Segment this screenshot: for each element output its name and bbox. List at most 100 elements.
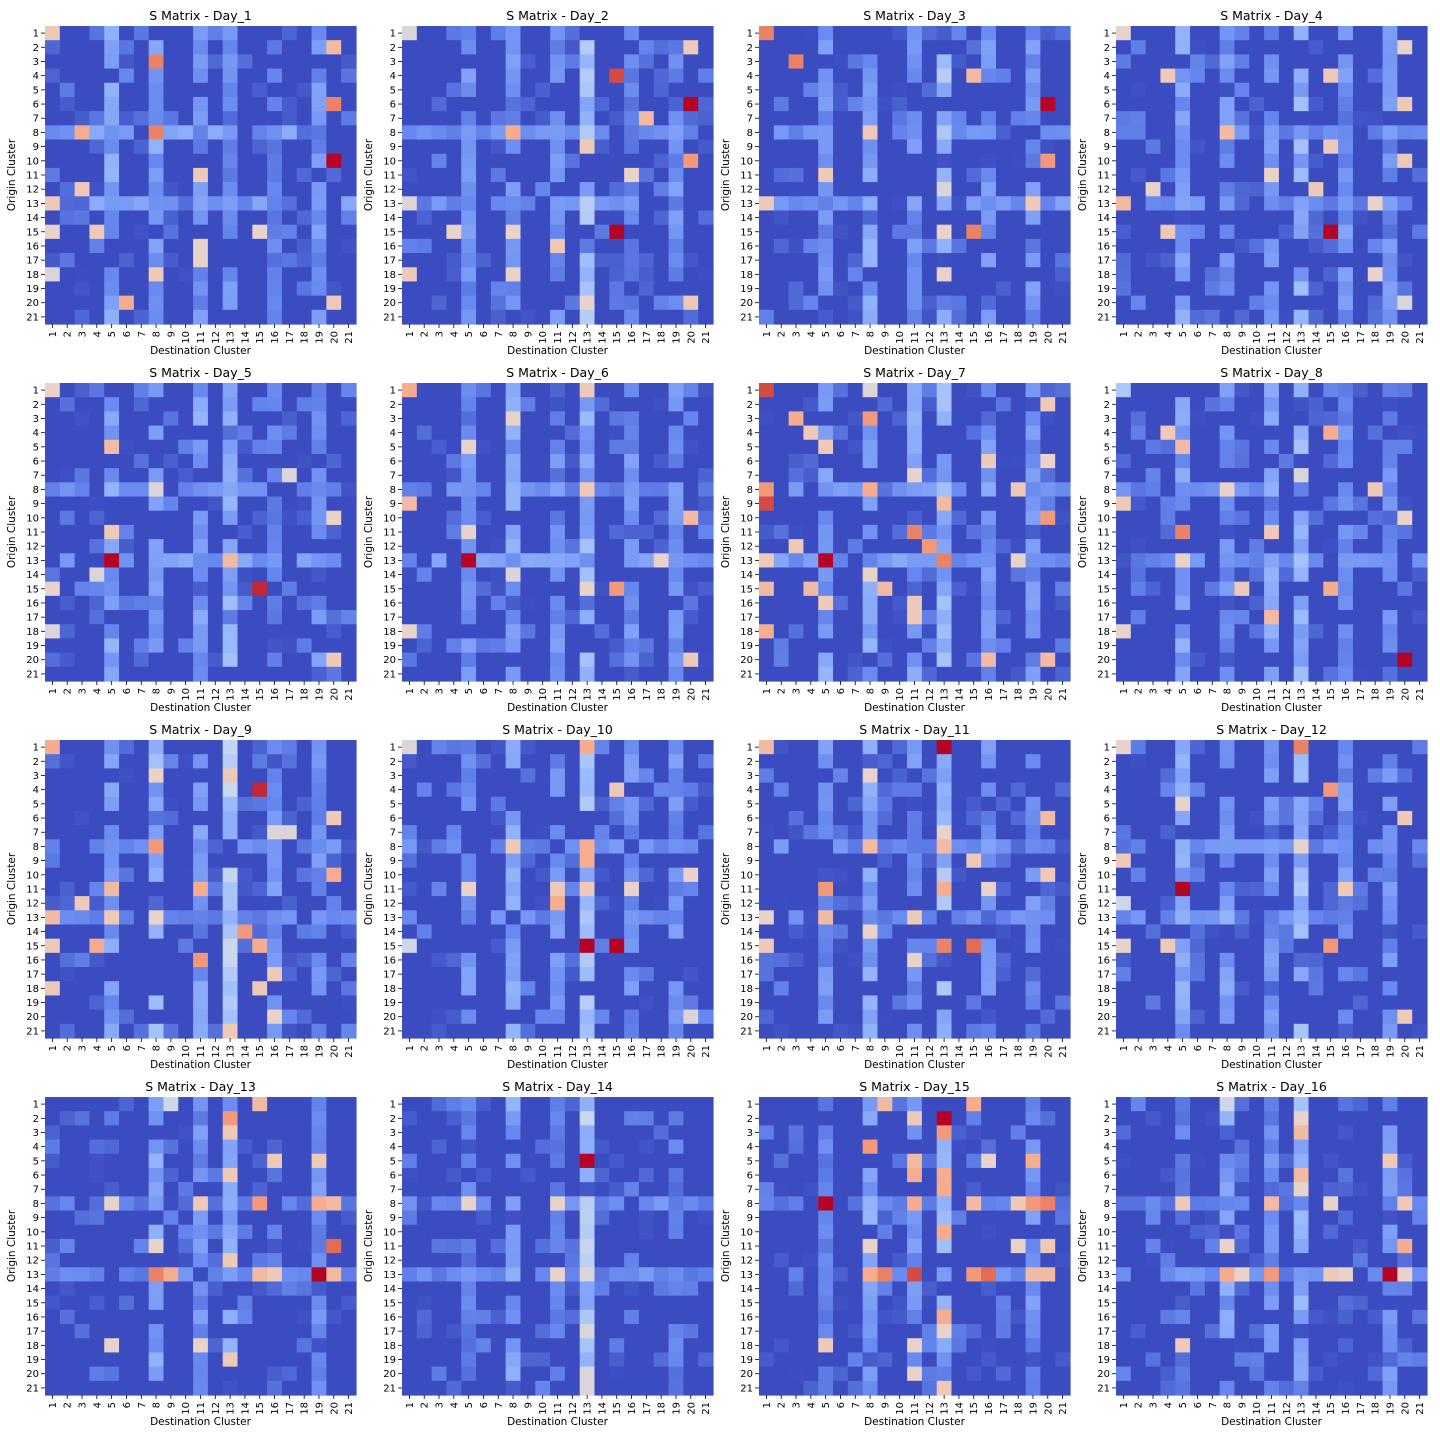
heatmap-cell <box>1249 383 1265 398</box>
heatmap-cell <box>1145 482 1162 498</box>
heatmap-cell <box>476 425 492 441</box>
heatmap-cell <box>431 139 448 155</box>
heatmap-cell <box>966 425 982 441</box>
heatmap-cell <box>505 295 522 311</box>
heatmap-cell <box>698 581 714 597</box>
heatmap-cell <box>1160 425 1176 441</box>
heatmap-cell <box>638 295 655 311</box>
heatmap-cell <box>341 182 357 197</box>
heatmap-cell <box>1249 595 1265 611</box>
x-tick-label: 14 <box>240 1045 251 1058</box>
heatmap-cell <box>1264 295 1280 311</box>
heatmap-cell <box>818 581 834 597</box>
heatmap-cell <box>416 167 433 183</box>
heatmap-cell <box>178 54 194 70</box>
heatmap-cell <box>668 768 684 784</box>
heatmap-cell <box>1116 638 1132 654</box>
heatmap-cell <box>237 825 253 840</box>
heatmap-cell <box>594 267 610 283</box>
heatmap-cell <box>535 867 551 883</box>
heatmap-cell <box>193 397 209 412</box>
heatmap-cell <box>1160 54 1176 70</box>
heatmap-panel: S Matrix - Day_3123456789101112131415161… <box>720 8 1071 357</box>
heatmap-cell <box>341 253 357 268</box>
heatmap-cell <box>326 153 342 169</box>
heatmap-cell <box>535 881 551 897</box>
heatmap-cell <box>1249 224 1265 240</box>
heatmap-cell <box>237 26 253 41</box>
heatmap-cell <box>104 524 120 540</box>
heatmap-cell <box>505 397 522 412</box>
heatmap-cell <box>222 652 239 668</box>
heatmap-cell <box>520 196 536 212</box>
heatmap-cell <box>1040 496 1056 512</box>
heatmap-cell <box>1264 139 1280 155</box>
heatmap-cell <box>862 125 879 141</box>
heatmap-cell <box>148 510 165 526</box>
heatmap-cell <box>341 967 357 982</box>
heatmap-cell <box>207 610 224 625</box>
heatmap-cell <box>535 40 551 55</box>
heatmap-cell <box>59 624 76 640</box>
heatmap-cell <box>668 510 684 526</box>
heatmap-cell <box>416 595 433 611</box>
heatmap-cell <box>207 539 224 554</box>
x-tick-label: 14 <box>1311 331 1322 344</box>
heatmap-cell <box>847 624 864 640</box>
heatmap-cell <box>995 125 1012 141</box>
heatmap-cell <box>683 496 699 512</box>
heatmap-cell <box>1190 167 1206 183</box>
heatmap-cell <box>402 224 418 240</box>
heatmap-cell <box>638 796 655 812</box>
heatmap-cell <box>638 524 655 540</box>
heatmap-cell <box>653 782 670 798</box>
heatmap-cell <box>550 881 566 897</box>
heatmap-cell <box>267 910 283 926</box>
heatmap-cell <box>148 196 165 212</box>
heatmap-cell <box>1234 652 1250 668</box>
y-tick-label: 4 <box>33 785 39 796</box>
y-tick-label: 20 <box>1097 298 1110 309</box>
heatmap-cell <box>104 510 120 526</box>
heatmap-cell <box>564 624 581 640</box>
heatmap-cell <box>1278 139 1295 155</box>
heatmap-cell <box>683 853 699 869</box>
heatmap-cell <box>1382 82 1398 98</box>
heatmap-cell <box>416 309 433 325</box>
heatmap-cell <box>252 224 268 240</box>
heatmap-cell <box>74 267 91 283</box>
heatmap-cell <box>1055 26 1071 41</box>
heatmap-cell <box>1204 111 1221 126</box>
heatmap-cell <box>803 439 819 455</box>
heatmap-cell <box>609 96 625 112</box>
heatmap-cell <box>683 224 699 240</box>
heatmap-cell <box>74 439 91 455</box>
heatmap-cell <box>311 553 327 569</box>
heatmap-cell <box>1338 26 1354 41</box>
heatmap-cell <box>446 267 462 283</box>
heatmap-cell <box>461 153 477 169</box>
heatmap-cell <box>1025 253 1041 268</box>
heatmap-cell <box>594 853 610 869</box>
heatmap-cell <box>461 439 477 455</box>
heatmap-cell <box>594 182 610 197</box>
heatmap-cell <box>104 839 120 855</box>
heatmap-cell <box>267 468 283 483</box>
heatmap-cell <box>74 125 91 141</box>
heatmap-cell <box>564 281 581 297</box>
heatmap-cell <box>698 524 714 540</box>
heatmap-cell <box>133 567 150 583</box>
heatmap-cell <box>759 96 775 112</box>
heatmap-cell <box>74 482 91 498</box>
heatmap-cell <box>59 96 76 112</box>
heatmap-cell <box>1264 210 1280 226</box>
heatmap-cell <box>683 295 699 311</box>
heatmap-cell <box>59 867 76 883</box>
heatmap-cell <box>683 510 699 526</box>
heatmap-cell <box>995 510 1012 526</box>
x-tick-label: 12 <box>925 331 936 344</box>
heatmap-cell <box>311 624 327 640</box>
heatmap-cell <box>416 624 433 640</box>
heatmap-cell <box>281 624 298 640</box>
heatmap-cell <box>1130 96 1147 112</box>
